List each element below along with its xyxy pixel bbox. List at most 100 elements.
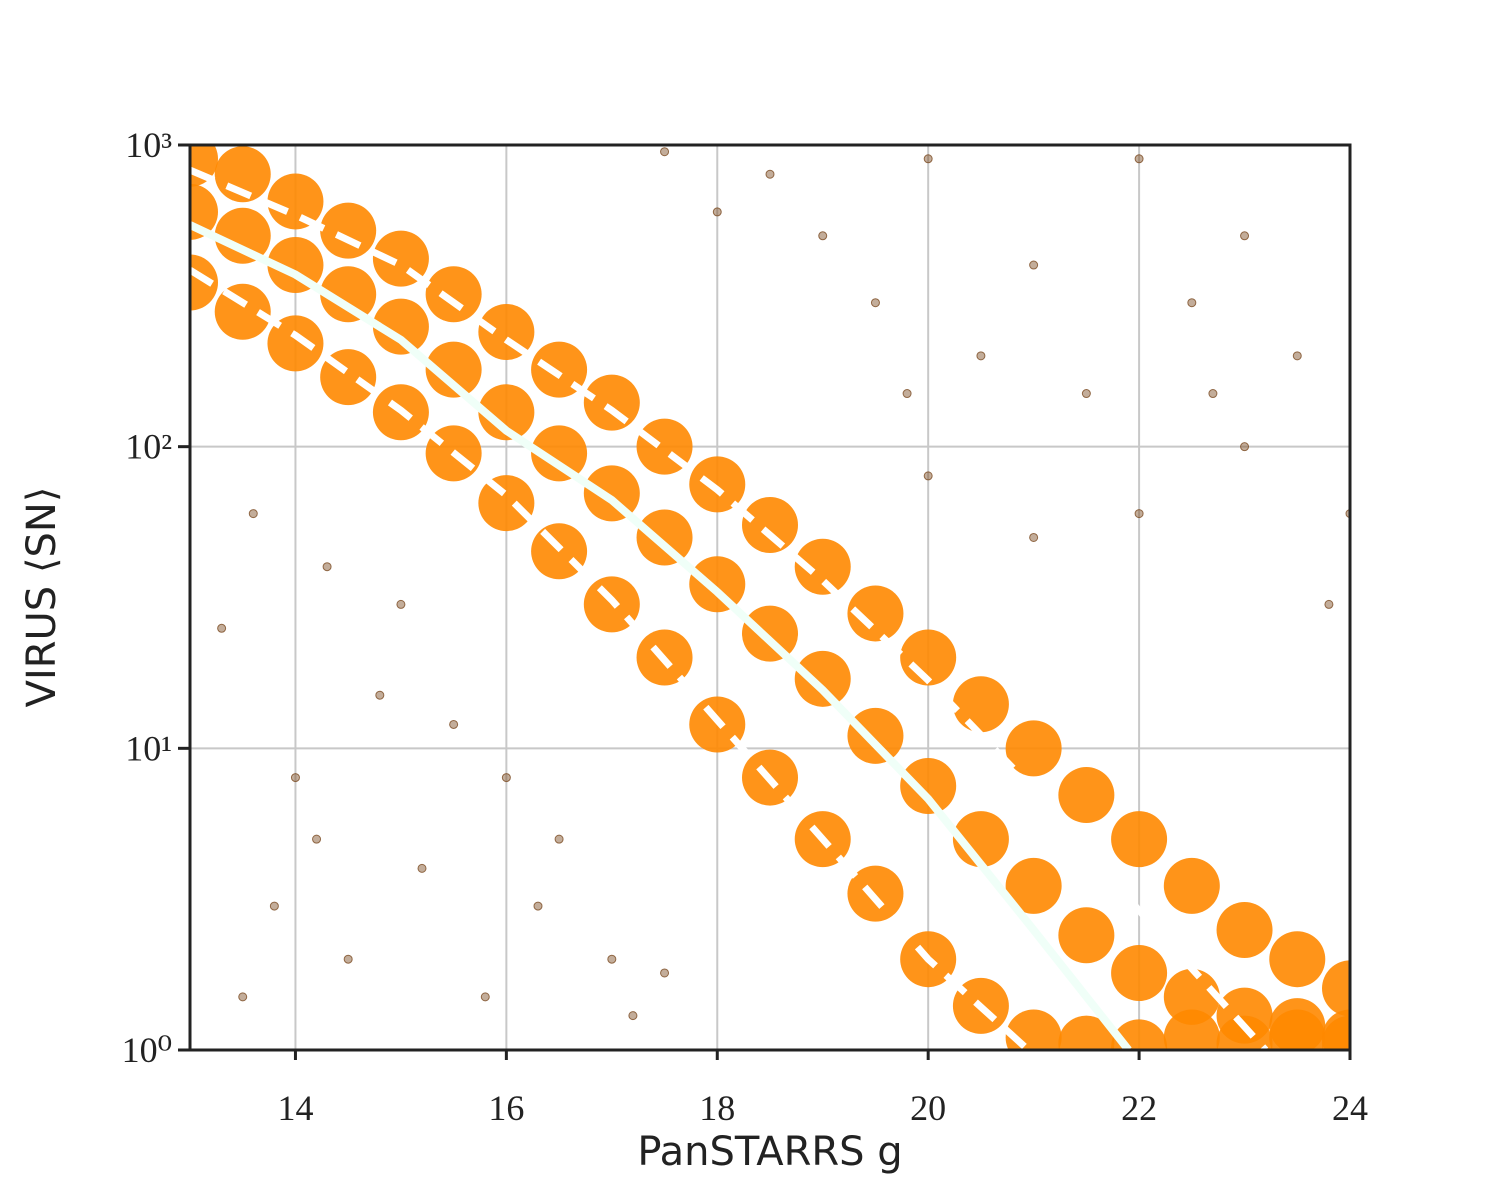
plot-frame: [188, 143, 1352, 1052]
scatter-point: [689, 456, 746, 513]
scatter-point: [396, 599, 406, 609]
scatter-point: [765, 169, 775, 179]
dashed-curve: [190, 166, 1269, 1050]
scatter-point: [818, 231, 828, 241]
plot-area: [190, 145, 1350, 1050]
scatter-point: [660, 147, 670, 157]
scatter-point: [1029, 260, 1039, 270]
scatter-point: [290, 773, 300, 783]
scatter-point: [923, 471, 933, 481]
scatter-point: [1111, 811, 1168, 868]
scatter-point: [847, 585, 904, 642]
y-tick-label: 10³: [125, 125, 172, 165]
scatter-point: [1324, 599, 1334, 609]
scatter-point: [923, 154, 933, 164]
y-tick-label: 10²: [125, 427, 172, 467]
scatter-point: [1005, 857, 1062, 914]
scatter-point: [238, 992, 248, 1002]
scatter-point: [794, 538, 851, 595]
scatter-point: [425, 341, 482, 398]
scatter-point: [343, 954, 353, 964]
scatter-point: [847, 707, 904, 764]
scatter-point: [870, 298, 880, 308]
scatter-point: [217, 623, 227, 633]
scatter-point: [1081, 389, 1091, 399]
scatter-point: [1163, 857, 1220, 914]
scatter-point: [1029, 532, 1039, 542]
x-axis-label: PanSTARRS g: [637, 1129, 902, 1175]
scatter-point: [533, 901, 543, 911]
scatter-point: [531, 425, 588, 482]
scatter-point: [1269, 931, 1326, 988]
scatter-point: [583, 374, 640, 431]
scatter-point: [1163, 1009, 1220, 1050]
x-tick-label: 24: [1332, 1088, 1368, 1128]
scatter-point: [478, 475, 535, 532]
scatter-point: [1322, 1015, 1350, 1050]
scatter-point: [1216, 1015, 1273, 1050]
scatter-point: [628, 1011, 638, 1021]
scatter-point: [269, 901, 279, 911]
scatter-point: [320, 202, 377, 259]
scatter-point: [1240, 442, 1250, 452]
x-tick-label: 20: [910, 1088, 946, 1128]
x-tick-label: 16: [488, 1088, 524, 1128]
scatter-point: [267, 315, 324, 372]
scatter-point: [372, 298, 429, 355]
scatter-point: [976, 351, 986, 361]
scatter-point: [1058, 1015, 1115, 1050]
scatter-point: [449, 719, 459, 729]
scatter-point: [501, 773, 511, 783]
scatter-point: [1269, 1009, 1326, 1050]
scatter-point: [660, 968, 670, 978]
scatter-point: [1134, 509, 1144, 519]
scatter-point: [712, 207, 722, 217]
scatter-point: [794, 650, 851, 707]
scatter-point: [1208, 389, 1218, 399]
scatter-point: [312, 834, 322, 844]
scatter-point: [1111, 1019, 1168, 1050]
scatter-point: [847, 865, 904, 922]
scatter-point: [742, 496, 798, 553]
scatter-point: [375, 690, 385, 700]
scatter-point: [322, 562, 332, 572]
y-tick-label: 10⁰: [122, 1030, 172, 1070]
scatter-point: [1216, 901, 1273, 958]
scatter-point: [214, 207, 271, 264]
scatter-point: [1111, 944, 1168, 1001]
y-tick-label: 10¹: [125, 728, 172, 768]
scatter-point: [607, 954, 617, 964]
scatter-point: [689, 556, 746, 613]
scatter-point: [1005, 720, 1062, 777]
scatter-point: [742, 605, 798, 662]
dashed-curve: [190, 267, 1031, 1050]
x-tick-label: 22: [1121, 1088, 1157, 1128]
scatter-point: [248, 509, 258, 519]
scatter-point: [478, 384, 535, 441]
scatter-point: [1187, 298, 1197, 308]
scatter-point: [1292, 351, 1302, 361]
scatter-point: [320, 266, 377, 323]
x-tick-label: 14: [277, 1088, 313, 1128]
scatter-point: [1163, 968, 1220, 1025]
scatter-point: [1240, 231, 1250, 241]
scatter-point: [900, 758, 957, 815]
fit-curve: [190, 221, 1132, 1050]
scatter-point: [1322, 960, 1350, 1017]
scatter-point: [267, 173, 324, 230]
scatter-point: [636, 509, 693, 566]
scatter-point: [417, 863, 427, 873]
scatter-point: [554, 834, 564, 844]
scatter-point: [1058, 907, 1115, 964]
scatter-point: [425, 266, 482, 323]
scatter-point: [1058, 767, 1115, 824]
scatter-point: [480, 992, 490, 1002]
y-axis-label: VIRUS ⟨SN⟩: [19, 487, 65, 708]
x-tick-label: 18: [699, 1088, 735, 1128]
scatter-point: [1134, 154, 1144, 164]
scatter-point: [902, 389, 912, 399]
ticks: 14 16 18 20 22 24 10⁰ 10¹ 10² 10³: [122, 125, 1368, 1128]
scatter-point: [952, 676, 1009, 733]
